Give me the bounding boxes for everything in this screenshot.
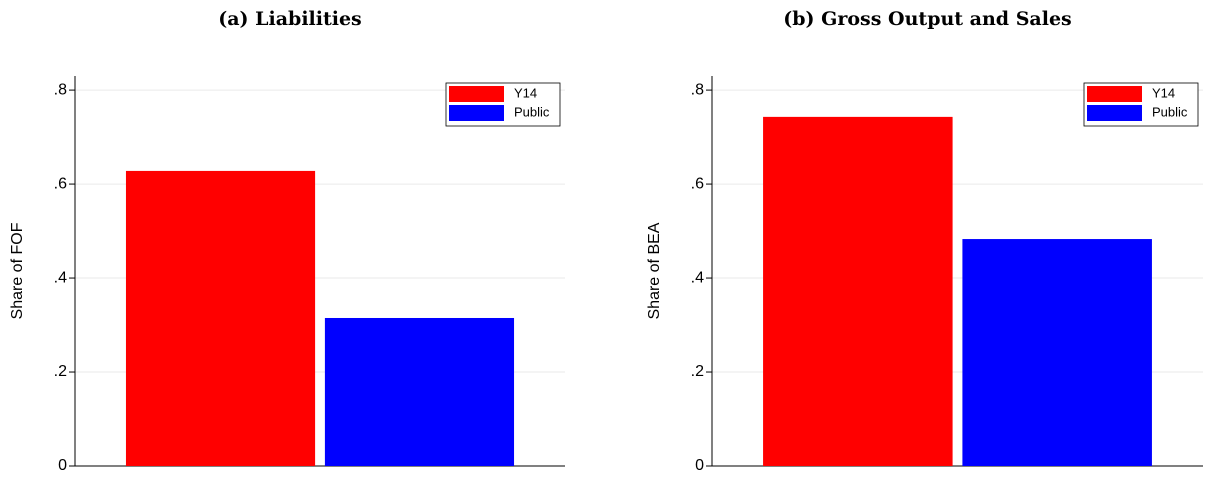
- legend-label: Y14: [514, 85, 537, 100]
- y-axis-label: Share of BEA: [646, 222, 663, 319]
- bar: [962, 239, 1152, 466]
- bar: [125, 170, 316, 467]
- legend-swatch: [449, 86, 504, 102]
- y-tick-label: .2: [691, 363, 704, 380]
- y-tick-label: .6: [54, 175, 67, 192]
- legend-label: Public: [514, 104, 550, 119]
- legend-label: Public: [1152, 104, 1188, 119]
- y-tick-label: .8: [54, 81, 67, 98]
- chart-title: (b) Gross Output and Sales: [783, 8, 1072, 30]
- y-tick-label: .8: [691, 81, 704, 98]
- chart-panel: (b) Gross Output and Sales Share of BEA 0.…: [646, 8, 1203, 474]
- y-tick-label: .4: [691, 269, 704, 286]
- y-axis-label: Share of FOF: [9, 222, 26, 319]
- y-tick-label: 0: [58, 457, 67, 474]
- legend-label: Y14: [1152, 85, 1175, 100]
- chart-panel: (a) Liabilities Share of FOF 0 .2 .4 .6 .8 Y14 P…: [9, 8, 565, 474]
- bar: [763, 116, 953, 466]
- y-tick-label: .2: [54, 363, 67, 380]
- bar: [324, 317, 515, 466]
- y-tick-label: 0: [695, 457, 704, 474]
- y-tick-label: .4: [54, 269, 67, 286]
- legend-swatch: [1087, 86, 1142, 102]
- y-tick-label: .6: [691, 175, 704, 192]
- legend-swatch: [1087, 105, 1142, 121]
- chart-title: (a) Liabilities: [218, 8, 362, 30]
- legend-swatch: [449, 105, 504, 121]
